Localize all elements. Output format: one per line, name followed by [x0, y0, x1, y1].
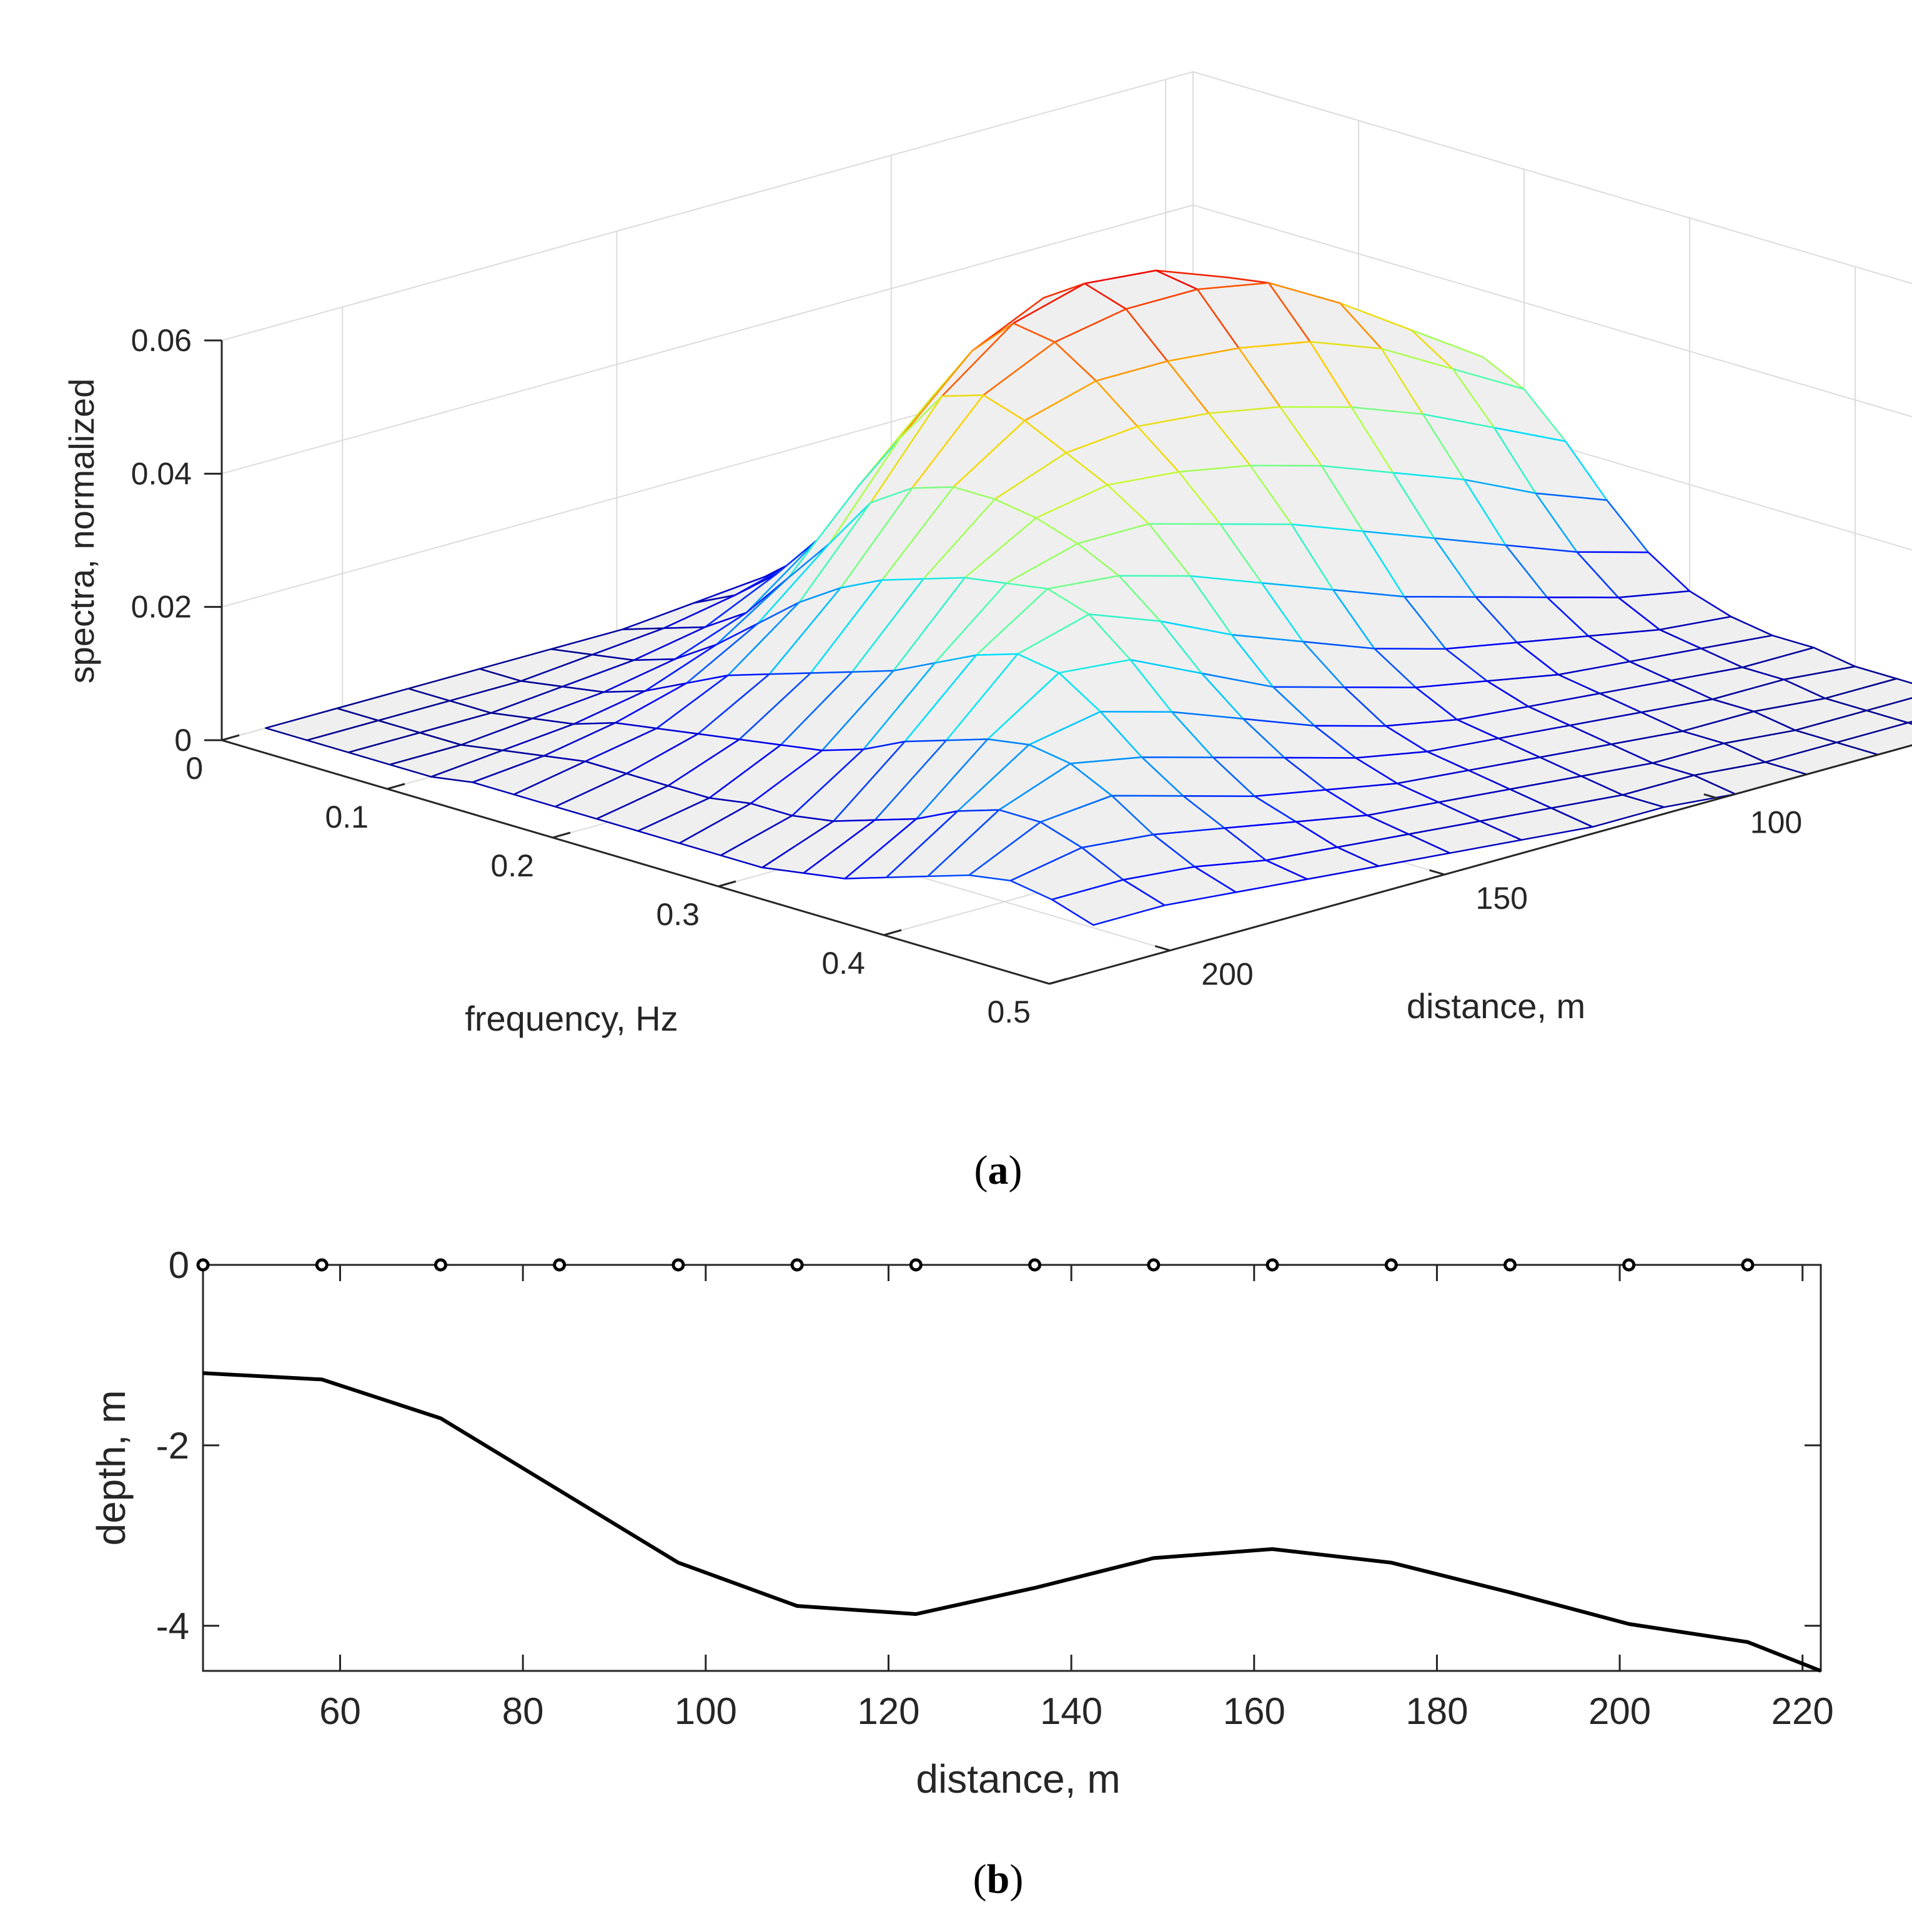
- sensor-marker: [790, 1258, 804, 1272]
- panel-b-plot-frame: [202, 1264, 1822, 1672]
- sensor-marker: [1741, 1258, 1755, 1272]
- panel-a-caption: (a): [974, 1147, 1023, 1193]
- x-tick-label: 200: [1588, 1690, 1651, 1732]
- panel-b-y-axis-title: depth, m: [89, 1390, 134, 1545]
- frequency-tick-label: 0.5: [987, 994, 1031, 1029]
- panel-b-ticks: [203, 1264, 1821, 1671]
- distance-tick: [1429, 869, 1445, 876]
- frequency-tick-label: 0.4: [821, 946, 865, 981]
- panel-a-caption-letter: a: [988, 1147, 1009, 1193]
- frequency-axis-line: [221, 739, 1050, 985]
- x-tick-label: 100: [675, 1690, 737, 1732]
- right-wall-z-gridline: [1192, 71, 1912, 284]
- frequency-tick: [718, 880, 736, 888]
- z-tick-label: 0: [174, 723, 192, 758]
- sensor-marker: [433, 1258, 447, 1272]
- sensor-marker: [671, 1258, 685, 1272]
- panel-a-x-axis-title: frequency, Hz: [465, 999, 678, 1038]
- sensor-marker: [1266, 1258, 1279, 1272]
- frequency-tick: [221, 734, 240, 741]
- distance-axis-line: [1049, 744, 1912, 985]
- x-tick-label: 140: [1040, 1690, 1102, 1732]
- y-tick-label: 0: [169, 1244, 189, 1286]
- distance-tick-label: 150: [1476, 881, 1528, 916]
- sensor-markers: [196, 1258, 1755, 1272]
- x-tick-label: 80: [502, 1690, 544, 1732]
- z-tick-label: 0.04: [131, 456, 192, 491]
- x-tick-label: 180: [1405, 1690, 1468, 1732]
- panel-a-z-axis-title: spectra, normalized: [62, 379, 101, 684]
- x-tick-label: 120: [857, 1690, 919, 1732]
- frequency-tick-label: 0.2: [490, 848, 534, 883]
- panel-a-y-axis-title: distance, m: [1407, 986, 1585, 1026]
- panel-a-surface-plot: 00.10.20.30.40.55010015020000.020.040.06…: [62, 71, 1912, 1193]
- panel-b-caption-letter: b: [987, 1856, 1010, 1902]
- y-tick-label: -4: [156, 1605, 189, 1647]
- right-wall-z-gridline: [1192, 204, 1912, 418]
- panel-a-tick-labels: 00.10.20.30.40.55010015020000.020.040.06: [131, 323, 1803, 1029]
- frequency-tick: [1049, 978, 1067, 985]
- x-tick-label: 60: [319, 1690, 361, 1732]
- x-tick-label: 220: [1771, 1690, 1834, 1732]
- distance-tick-label: 200: [1201, 957, 1253, 992]
- y-tick-label: -2: [156, 1425, 189, 1467]
- frequency-tick-label: 0.1: [325, 800, 369, 835]
- panel-b-x-axis-title: distance, m: [916, 1756, 1120, 1801]
- z-tick-label: 0.02: [131, 590, 192, 625]
- panel-b-line-plot: 60 80 100 120 140 160 180 200 220 0 -2 -4 distance,…: [89, 1244, 1834, 1902]
- sensor-marker: [315, 1258, 329, 1272]
- frequency-tick-label: 0.3: [656, 897, 700, 932]
- sensor-marker: [553, 1258, 567, 1272]
- panel-b-caption: (b): [973, 1856, 1024, 1902]
- sensor-marker: [909, 1258, 923, 1272]
- left-wall-z-gridline: [221, 71, 1194, 341]
- frequency-tick: [552, 831, 571, 839]
- sensor-marker: [1622, 1258, 1636, 1272]
- distance-tick: [1703, 793, 1720, 800]
- sensor-marker: [1503, 1258, 1517, 1272]
- x-tick-label: 160: [1223, 1690, 1285, 1732]
- left-wall-z-gridline: [221, 204, 1194, 475]
- bottom-profile-line: [202, 1371, 1822, 1673]
- surface-mesh-cell: [1051, 879, 1166, 926]
- distance-tick: [1154, 945, 1171, 951]
- frequency-tick-label: 0: [186, 751, 203, 786]
- frequency-tick: [387, 783, 405, 790]
- sensor-marker: [1147, 1258, 1161, 1272]
- panel-b-tick-labels: 60 80 100 120 140 160 180 200 220 0 -2 -4: [156, 1244, 1834, 1732]
- panel-a-axes: [204, 339, 1912, 985]
- sensor-marker: [196, 1258, 210, 1272]
- panel-a-surface-mesh: [265, 269, 1912, 926]
- distance-tick-label: 100: [1750, 805, 1802, 840]
- frequency-tick: [883, 929, 902, 936]
- sensor-marker: [1028, 1258, 1042, 1272]
- sensor-marker: [1384, 1258, 1398, 1272]
- z-tick-label: 0.06: [131, 323, 192, 358]
